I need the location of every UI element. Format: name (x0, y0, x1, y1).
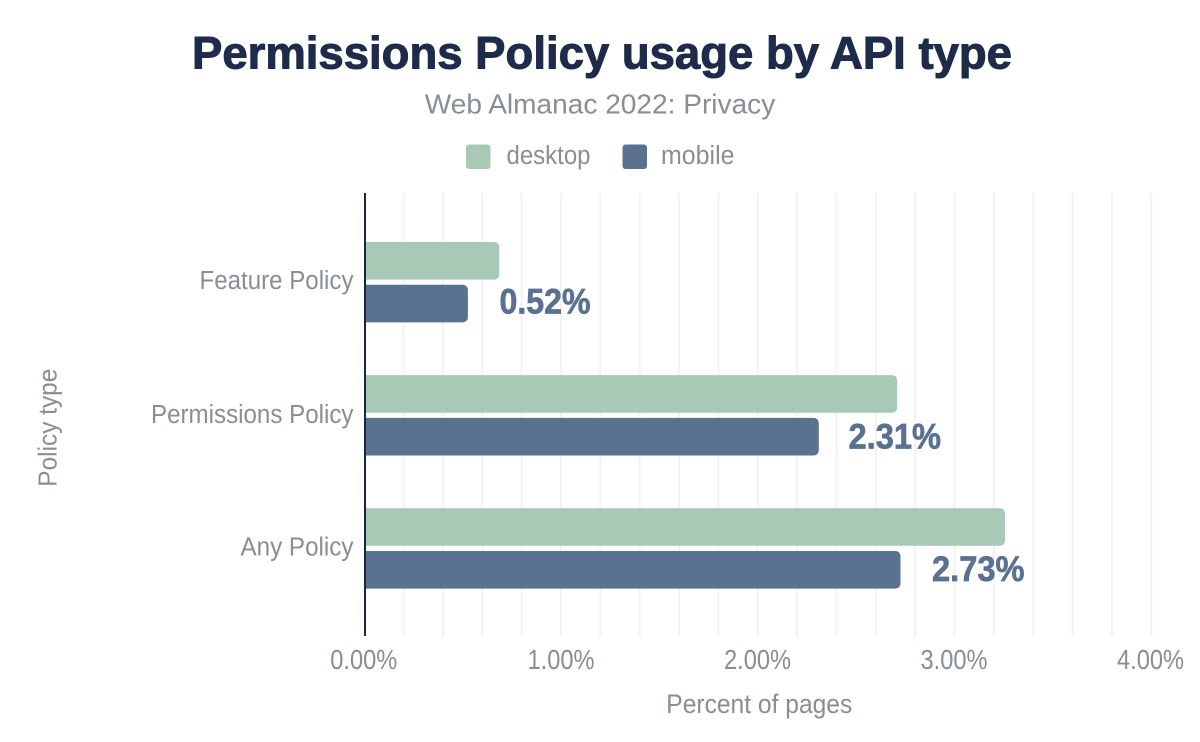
svg-text:Any Policy: Any Policy (241, 533, 354, 561)
svg-text:4.00%: 4.00% (1117, 644, 1184, 675)
svg-text:3.00%: 3.00% (921, 644, 988, 675)
svg-text:0.52%: 0.52% (500, 282, 591, 322)
svg-text:Feature Policy: Feature Policy (200, 267, 354, 295)
svg-text:Policy type: Policy type (33, 369, 63, 487)
svg-text:0.00%: 0.00% (330, 644, 397, 675)
svg-text:Web Almanac 2022: Privacy: Web Almanac 2022: Privacy (425, 89, 776, 120)
svg-text:Percent of pages: Percent of pages (666, 689, 852, 719)
svg-text:2.00%: 2.00% (724, 644, 791, 675)
svg-text:Permissions Policy usage by AP: Permissions Policy usage by API type (192, 27, 1012, 78)
svg-text:desktop: desktop (507, 142, 591, 170)
svg-text:mobile: mobile (661, 142, 735, 170)
svg-text:Permissions Policy: Permissions Policy (151, 401, 354, 429)
svg-text:2.31%: 2.31% (849, 417, 942, 457)
svg-text:2.73%: 2.73% (932, 549, 1025, 589)
svg-text:1.00%: 1.00% (528, 644, 595, 675)
